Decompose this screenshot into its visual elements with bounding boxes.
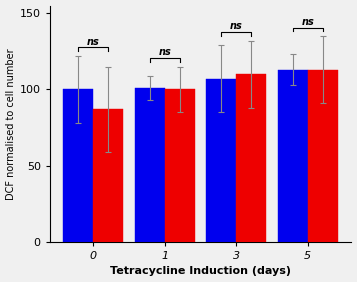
Bar bbox=[308, 70, 338, 242]
X-axis label: Tetracycline Induction (days): Tetracycline Induction (days) bbox=[110, 266, 291, 276]
Text: ns: ns bbox=[230, 21, 243, 32]
Text: ns: ns bbox=[301, 17, 314, 27]
Bar bbox=[94, 109, 124, 242]
Bar bbox=[236, 74, 266, 242]
Bar bbox=[135, 88, 165, 242]
Bar bbox=[278, 70, 308, 242]
Bar bbox=[206, 79, 236, 242]
Bar bbox=[64, 89, 94, 242]
Y-axis label: DCF normalised to cell number: DCF normalised to cell number bbox=[6, 48, 16, 200]
Bar bbox=[165, 89, 195, 242]
Text: ns: ns bbox=[87, 37, 100, 47]
Text: ns: ns bbox=[159, 47, 171, 58]
